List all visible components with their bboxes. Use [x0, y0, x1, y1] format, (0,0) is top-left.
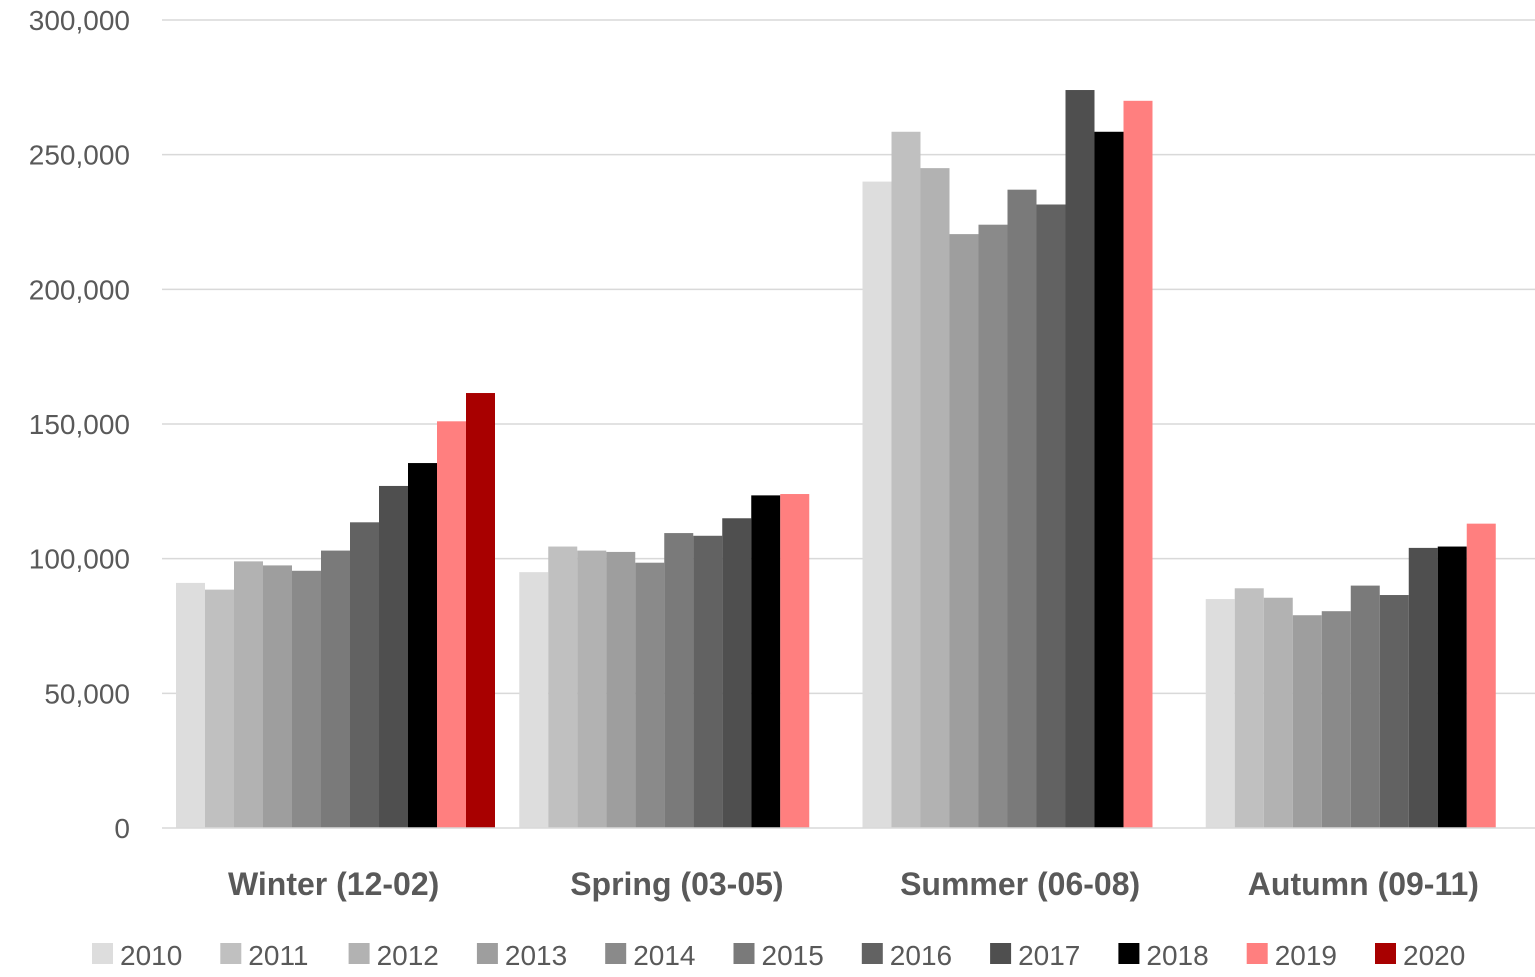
bar-2017-0 — [379, 485, 408, 828]
legend-swatch — [1375, 943, 1396, 964]
legend: 2010 2011 2012 2013 2014 2015 2016 2017 2018 2019… — [92, 940, 1465, 971]
bar-2017-1 — [722, 518, 752, 828]
bars — [176, 90, 1496, 829]
bar-2012-1 — [577, 550, 607, 828]
y-tick-label: 50,000 — [44, 678, 130, 709]
legend-swatch — [92, 943, 113, 964]
bar-2016-3 — [1379, 595, 1409, 828]
category-label: Summer (06-08) — [900, 866, 1140, 902]
legend-label: 2011 — [248, 940, 308, 971]
bar-2019-0 — [437, 421, 466, 828]
legend-swatch — [733, 943, 755, 964]
legend-item-2017: 2017 — [990, 940, 1080, 971]
legend-item-2016: 2016 — [861, 940, 952, 971]
bar-2012-2 — [920, 168, 950, 829]
legend-item-2012: 2012 — [348, 940, 439, 971]
bar-2018-3 — [1437, 546, 1467, 828]
bar-2014-2 — [978, 224, 1008, 828]
y-tick-label: 100,000 — [29, 544, 130, 575]
category-label: Winter (12-02) — [228, 866, 439, 902]
bar-2013-3 — [1292, 615, 1322, 828]
bar-2015-2 — [1007, 189, 1037, 828]
legend-label: 2012 — [377, 940, 439, 971]
bar-2017-3 — [1408, 547, 1438, 828]
legend-label: 2016 — [890, 940, 952, 971]
legend-item-2013: 2013 — [476, 940, 567, 971]
bar-2014-0 — [292, 570, 321, 828]
bar-2018-2 — [1094, 131, 1124, 829]
legend-label: 2014 — [633, 940, 695, 971]
legend-swatch — [861, 943, 883, 964]
y-tick-label: 250,000 — [29, 140, 130, 171]
legend-swatch — [476, 943, 498, 964]
y-tick-label: 150,000 — [29, 409, 130, 440]
bar-2012-0 — [234, 561, 263, 828]
legend-swatch — [220, 943, 242, 964]
bar-2015-0 — [321, 550, 350, 828]
bar-2013-1 — [606, 551, 636, 828]
legend-swatch — [990, 943, 1012, 964]
legend-label: 2017 — [1018, 940, 1080, 971]
legend-item-2010: 2010 — [92, 940, 182, 971]
bar-2018-0 — [408, 463, 437, 828]
bar-2010-0 — [176, 582, 205, 828]
bar-2016-1 — [693, 535, 723, 828]
category-label: Autumn (09-11) — [1248, 866, 1479, 902]
legend-label: 2019 — [1275, 940, 1337, 971]
y-tick-label: 0 — [114, 813, 130, 844]
legend-swatch — [605, 943, 627, 964]
bar-2019-3 — [1466, 523, 1496, 828]
bar-2020-0 — [466, 393, 495, 828]
bar-2013-2 — [949, 234, 979, 828]
bar-2011-1 — [548, 546, 578, 828]
legend-swatch — [1246, 943, 1268, 964]
legend-item-2011: 2011 — [220, 940, 309, 971]
legend-swatch — [1118, 943, 1140, 964]
category-labels: Winter (12-02) Spring (03-05) Summer (06-0… — [228, 866, 1479, 902]
bar-2013-0 — [263, 565, 292, 828]
bar-2011-3 — [1234, 588, 1264, 828]
bar-2011-2 — [891, 131, 921, 829]
bar-2016-2 — [1036, 204, 1066, 828]
bar-2014-1 — [635, 562, 665, 828]
category-label: Spring (03-05) — [570, 866, 783, 902]
bar-2019-1 — [780, 494, 810, 828]
legend-item-2019: 2019 — [1246, 940, 1337, 971]
legend-label: 2010 — [120, 940, 182, 971]
bar-2014-3 — [1321, 611, 1351, 828]
y-axis-tick-labels: 0 50,000 100,000 150,000 200,000 250,000 300,0… — [29, 5, 130, 844]
legend-label: 2015 — [762, 940, 824, 971]
legend-label: 2020 — [1403, 940, 1465, 971]
bar-2018-1 — [751, 495, 781, 828]
bar-2016-0 — [350, 522, 379, 828]
legend-swatch — [348, 943, 370, 964]
bar-2017-2 — [1065, 90, 1095, 828]
legend-item-2018: 2018 — [1118, 940, 1209, 971]
legend-item-2014: 2014 — [605, 940, 695, 971]
bar-2010-3 — [1205, 599, 1235, 828]
bar-2010-2 — [862, 181, 892, 829]
bar-2019-2 — [1123, 100, 1153, 829]
y-tick-label: 200,000 — [29, 274, 130, 305]
legend-label: 2013 — [505, 940, 567, 971]
bar-2011-0 — [205, 589, 234, 828]
bar-2010-1 — [519, 572, 549, 828]
bar-2015-3 — [1350, 585, 1380, 828]
bar-2012-3 — [1263, 597, 1293, 828]
bar-2015-1 — [664, 533, 694, 828]
legend-item-2015: 2015 — [733, 940, 824, 971]
legend-item-2020: 2020 — [1375, 940, 1465, 971]
y-tick-label: 300,000 — [29, 5, 130, 36]
legend-label: 2018 — [1146, 940, 1208, 971]
